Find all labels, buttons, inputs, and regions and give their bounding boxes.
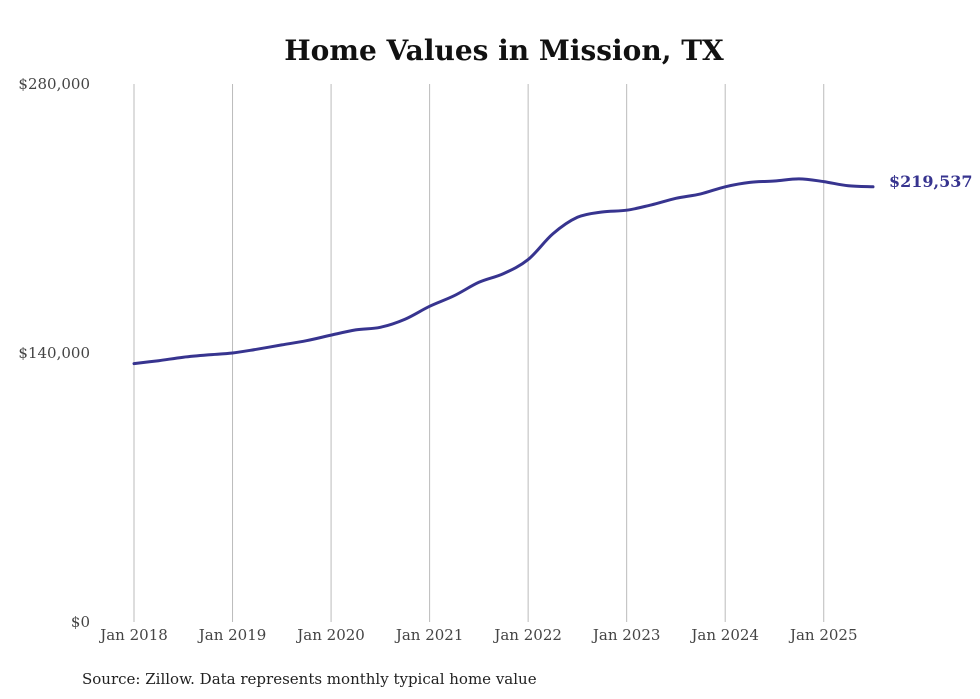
y-axis-ticks: $0 $140,000 $280,000 (18, 75, 90, 631)
home-value-line (132, 177, 875, 366)
x-axis-ticks: Jan 2018 Jan 2019 Jan 2020 Jan 2021 Jan 2022… (98, 626, 857, 644)
x-tick-label: Jan 2025 (788, 626, 858, 644)
y-tick-label: $280,000 (18, 75, 90, 93)
x-tick-label: Jan 2018 (98, 626, 168, 644)
x-tick-label: Jan 2021 (394, 626, 464, 644)
x-tick-label: Jan 2022 (492, 626, 562, 644)
x-tick-label: Jan 2024 (689, 626, 759, 644)
x-tick-label: Jan 2020 (295, 626, 365, 644)
y-tick-label: $140,000 (18, 344, 90, 362)
vertical-gridlines (133, 84, 825, 622)
x-tick-label: Jan 2019 (197, 626, 267, 644)
end-value-label: $219,537 (889, 172, 973, 191)
y-tick-label: $0 (71, 613, 90, 631)
source-note: Source: Zillow. Data represents monthly … (82, 670, 537, 688)
x-tick-label: Jan 2023 (591, 626, 661, 644)
chart-title: Home Values in Mission, TX (284, 34, 724, 67)
